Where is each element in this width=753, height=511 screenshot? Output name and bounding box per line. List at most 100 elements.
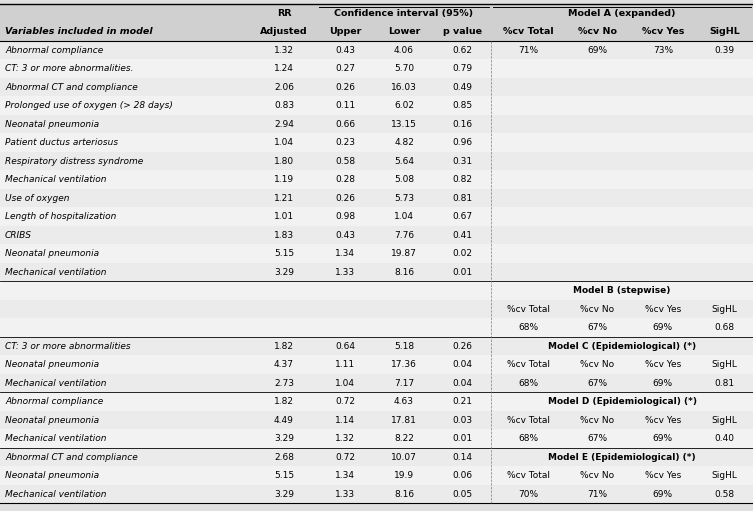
Text: 0.05: 0.05: [453, 490, 473, 499]
Text: 1.32: 1.32: [274, 46, 294, 55]
Text: 0.40: 0.40: [715, 434, 734, 443]
Text: 0.98: 0.98: [335, 212, 355, 221]
Text: Variables included in model: Variables included in model: [5, 27, 153, 36]
Bar: [0, 337, 753, 356]
Text: 0.16: 0.16: [453, 120, 473, 129]
Text: 3.29: 3.29: [274, 490, 294, 499]
Text: %cv Total: %cv Total: [503, 27, 553, 36]
Bar: [0, 318, 753, 337]
Bar: [0, 244, 753, 263]
Text: 5.15: 5.15: [274, 471, 294, 480]
Text: p value: p value: [444, 27, 482, 36]
Text: Model A (expanded): Model A (expanded): [569, 9, 676, 18]
Text: 0.02: 0.02: [453, 249, 473, 258]
Text: 69%: 69%: [653, 490, 673, 499]
Text: %cv Total: %cv Total: [507, 305, 550, 314]
Bar: [0, 97, 753, 115]
Text: 5.15: 5.15: [274, 249, 294, 258]
Text: %cv Yes: %cv Yes: [645, 360, 681, 369]
Text: Mechanical ventilation: Mechanical ventilation: [5, 268, 106, 277]
Text: 0.39: 0.39: [715, 46, 734, 55]
Bar: [0, 133, 753, 152]
Text: Respiratory distress syndrome: Respiratory distress syndrome: [5, 157, 143, 166]
Text: 0.81: 0.81: [453, 194, 473, 203]
Text: 0.83: 0.83: [274, 101, 294, 110]
Bar: [0, 22, 753, 41]
Text: RR: RR: [276, 9, 291, 18]
Text: Use of oxygen: Use of oxygen: [5, 194, 69, 203]
Bar: [0, 485, 753, 503]
Text: 0.43: 0.43: [335, 46, 355, 55]
Text: 19.9: 19.9: [394, 471, 414, 480]
Bar: [0, 356, 753, 374]
Text: 1.04: 1.04: [335, 379, 355, 388]
Text: 7.76: 7.76: [394, 231, 414, 240]
Text: Model B (stepwise): Model B (stepwise): [574, 286, 671, 295]
Text: 0.01: 0.01: [453, 434, 473, 443]
Bar: [0, 226, 753, 244]
Text: 5.70: 5.70: [394, 64, 414, 73]
Text: 0.58: 0.58: [715, 490, 734, 499]
Text: Neonatal pneumonia: Neonatal pneumonia: [5, 360, 99, 369]
Text: Abnormal CT and compliance: Abnormal CT and compliance: [5, 83, 138, 92]
Text: Adjusted: Adjusted: [260, 27, 308, 36]
Text: 1.82: 1.82: [274, 397, 294, 406]
Text: 73%: 73%: [653, 46, 673, 55]
Text: 67%: 67%: [587, 323, 608, 332]
Text: Neonatal pneumonia: Neonatal pneumonia: [5, 249, 99, 258]
Text: 1.80: 1.80: [274, 157, 294, 166]
Text: 0.03: 0.03: [453, 416, 473, 425]
Text: 4.49: 4.49: [274, 416, 294, 425]
Text: 0.85: 0.85: [453, 101, 473, 110]
Text: 1.21: 1.21: [274, 194, 294, 203]
Text: 1.83: 1.83: [274, 231, 294, 240]
Text: 1.14: 1.14: [335, 416, 355, 425]
Text: Abnormal compliance: Abnormal compliance: [5, 397, 103, 406]
Bar: [0, 171, 753, 189]
Bar: [0, 300, 753, 318]
Text: 1.11: 1.11: [335, 360, 355, 369]
Text: 69%: 69%: [587, 46, 608, 55]
Text: 0.11: 0.11: [335, 101, 355, 110]
Text: 0.64: 0.64: [335, 342, 355, 351]
Text: %cv Total: %cv Total: [507, 416, 550, 425]
Text: 69%: 69%: [653, 434, 673, 443]
Text: 10.07: 10.07: [391, 453, 417, 462]
Text: Prolonged use of oxygen (> 28 days): Prolonged use of oxygen (> 28 days): [5, 101, 173, 110]
Text: 0.06: 0.06: [453, 471, 473, 480]
Text: Model D (Epidemiological) (*): Model D (Epidemiological) (*): [547, 397, 697, 406]
Text: %cv No: %cv No: [581, 305, 614, 314]
Text: CRIBS: CRIBS: [5, 231, 32, 240]
Text: 4.63: 4.63: [394, 397, 414, 406]
Bar: [0, 4, 753, 22]
Text: 13.15: 13.15: [391, 120, 417, 129]
Bar: [0, 41, 753, 59]
Text: 0.62: 0.62: [453, 46, 473, 55]
Text: %cv No: %cv No: [581, 471, 614, 480]
Text: 7.17: 7.17: [394, 379, 414, 388]
Text: 6.02: 6.02: [394, 101, 414, 110]
Text: 3.29: 3.29: [274, 268, 294, 277]
Text: Mechanical ventilation: Mechanical ventilation: [5, 434, 106, 443]
Text: 0.14: 0.14: [453, 453, 473, 462]
Bar: [0, 263, 753, 282]
Text: 5.73: 5.73: [394, 194, 414, 203]
Text: Upper: Upper: [329, 27, 361, 36]
Text: 19.87: 19.87: [391, 249, 417, 258]
Text: 70%: 70%: [518, 490, 538, 499]
Bar: [0, 467, 753, 485]
Text: 8.16: 8.16: [394, 490, 414, 499]
Text: 3.29: 3.29: [274, 434, 294, 443]
Text: Abnormal compliance: Abnormal compliance: [5, 46, 103, 55]
Text: Abnormal CT and compliance: Abnormal CT and compliance: [5, 453, 138, 462]
Bar: [0, 282, 753, 300]
Text: 16.03: 16.03: [391, 83, 417, 92]
Text: Mechanical ventilation: Mechanical ventilation: [5, 379, 106, 388]
Text: 0.49: 0.49: [453, 83, 473, 92]
Text: 5.64: 5.64: [394, 157, 414, 166]
Bar: [0, 207, 753, 226]
Text: 0.58: 0.58: [335, 157, 355, 166]
Text: 69%: 69%: [653, 379, 673, 388]
Bar: [0, 392, 753, 411]
Text: 71%: 71%: [518, 46, 538, 55]
